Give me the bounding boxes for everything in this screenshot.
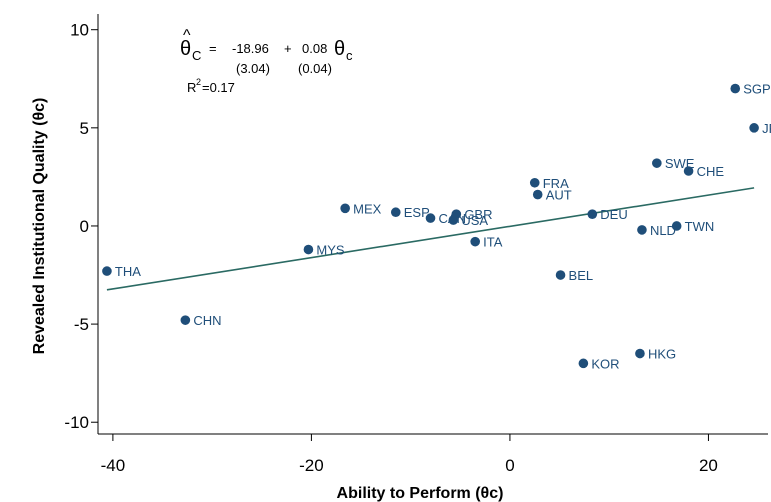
point-mys bbox=[303, 244, 314, 255]
point-label-esp: ESP bbox=[404, 205, 430, 220]
axes bbox=[97, 14, 768, 435]
y-tick-label-2: 0 bbox=[80, 217, 89, 236]
x-axis-title: Ability to Perform (θc) bbox=[337, 485, 504, 502]
y-tick-label-0: 10 bbox=[70, 21, 89, 40]
point-deu bbox=[587, 209, 598, 219]
y-tick-label-1: 5 bbox=[80, 119, 89, 138]
point-label-usa: USA bbox=[461, 213, 488, 228]
point-chn bbox=[180, 315, 191, 325]
points-group: THACHNMYSMEXESPCANUSAGBRITAFRAAUTBELKORD… bbox=[102, 82, 771, 371]
eq-lhs: θ bbox=[180, 38, 191, 60]
point-jpn bbox=[749, 123, 759, 133]
point-gbr bbox=[451, 209, 462, 219]
point-hkg bbox=[635, 348, 645, 359]
eq-rhs-sub: c bbox=[346, 48, 353, 63]
eq-hat: ^ bbox=[183, 27, 191, 44]
eq-slope-se: (0.04) bbox=[298, 61, 332, 76]
point-fra bbox=[529, 177, 540, 188]
eq-intercept-se: (3.04) bbox=[236, 61, 270, 76]
point-label-aut: AUT bbox=[546, 188, 572, 203]
point-label-sgp: SGP bbox=[743, 82, 770, 97]
point-label-bel: BEL bbox=[569, 268, 594, 283]
point-label-hkg: HKG bbox=[648, 347, 676, 362]
x-tick-label-0: -40 bbox=[101, 456, 126, 475]
y-axis-title: Revealed Institutional Quality (θc) bbox=[31, 98, 48, 355]
y-tick-label-4: -10 bbox=[64, 413, 89, 432]
point-label-ita: ITA bbox=[483, 235, 503, 250]
y-tick-label-3: -5 bbox=[74, 315, 89, 334]
point-esp bbox=[390, 207, 401, 218]
point-kor bbox=[578, 358, 589, 369]
point-label-mex: MEX bbox=[353, 201, 382, 216]
point-label-jpn: JPN bbox=[762, 121, 771, 136]
point-label-twn: TWN bbox=[685, 219, 715, 234]
x-tick-label-3: 20 bbox=[699, 456, 718, 475]
point-tha bbox=[102, 266, 112, 276]
point-bel bbox=[555, 270, 566, 280]
point-label-tha: THA bbox=[115, 264, 141, 279]
point-label-gbr: GBR bbox=[464, 207, 492, 222]
point-che bbox=[683, 166, 694, 176]
regression-equation: ^ θ C = -18.96 + 0.08 θ c (3.04) (0.04) … bbox=[180, 27, 353, 95]
point-ita bbox=[470, 236, 480, 247]
point-sgp bbox=[730, 83, 741, 94]
eq-equals: = bbox=[209, 41, 217, 56]
eq-r2-label: R bbox=[187, 80, 196, 95]
point-label-deu: DEU bbox=[600, 207, 627, 222]
point-label-che: CHE bbox=[697, 164, 725, 179]
point-label-fra: FRA bbox=[543, 176, 569, 191]
eq-rhs: θ bbox=[334, 38, 345, 60]
eq-lhs-sub: C bbox=[192, 48, 201, 63]
eq-plus: + bbox=[284, 41, 292, 56]
fit-line-group bbox=[106, 187, 755, 291]
point-aut bbox=[532, 189, 543, 200]
point-mex bbox=[340, 203, 350, 214]
point-nld bbox=[637, 225, 647, 235]
ticks: -40 -20 0 20 10 5 0 -5 -10 bbox=[64, 21, 717, 475]
point-swe bbox=[652, 158, 662, 168]
point-label-kor: KOR bbox=[591, 356, 619, 371]
eq-slope: 0.08 bbox=[302, 41, 327, 56]
x-tick-label-2: 0 bbox=[505, 456, 514, 475]
eq-intercept: -18.96 bbox=[232, 41, 269, 56]
eq-r2-value: =0.17 bbox=[202, 80, 235, 95]
point-twn bbox=[671, 221, 682, 231]
eq-r2-sup: 2 bbox=[196, 77, 201, 87]
point-label-nld: NLD bbox=[650, 223, 676, 238]
point-label-chn: CHN bbox=[193, 313, 221, 328]
fit-line bbox=[106, 187, 755, 291]
point-can bbox=[425, 213, 436, 223]
x-tick-label-1: -20 bbox=[299, 456, 324, 475]
point-label-mys: MYS bbox=[316, 243, 345, 258]
